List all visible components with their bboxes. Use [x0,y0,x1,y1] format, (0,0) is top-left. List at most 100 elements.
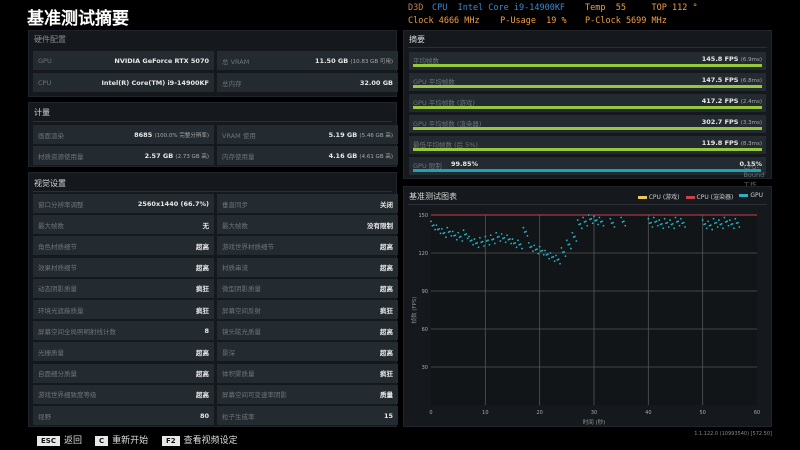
gpu-data-point [726,220,729,223]
gpu-data-point [481,240,484,243]
gpu-data-point [652,216,655,219]
gpu-data-point [489,234,492,237]
value-text: 疯狂 [196,285,209,294]
cpu-bound: 0.15% CPU-Bound 工作 [739,160,764,189]
gpu-data-point [733,227,735,230]
hardware-panel: 硬件配置 GPU NVIDIA GeForce RTX 5070 总 VRAM 11.… [28,30,398,97]
gpu-data-point [473,238,476,240]
value-text: 无 [202,221,210,230]
gpu-data-point [515,246,518,249]
gpu-data-point [487,239,489,242]
setting-value: 15 [384,412,393,420]
gpu-data-point [533,244,536,247]
gpu-data-point [565,239,568,242]
hardware-title: 硬件配置 [34,35,66,44]
summary-value: 302.7 FPS (3.3ms) [702,118,762,126]
gpu-data-point [477,246,480,249]
visual-row: 窗口分辨率调整 2560x1440 (66.7%) 垂直同步 关闭 [33,194,398,213]
visual-row: 最大帧数 无 最大帧数 没有限制 [33,215,398,235]
setting-label: 屏幕空间可变速率阴影 [222,391,287,400]
gpu-data-point [507,238,510,241]
gpu-data-point [540,250,542,252]
summary-bar [413,106,762,109]
summary-value: 145.8 FPS (6.9ms) [702,55,762,63]
setting-label: 自面细分质量 [38,370,77,379]
x-tick-label: 60 [754,410,760,416]
gpu-data-point [546,253,549,256]
gpu-data-point [613,226,616,228]
gpu-data-point [582,216,585,219]
gpu-data-point [518,243,521,246]
gpu-data-point [493,242,496,245]
gpu-data-point [464,233,466,236]
value-text: 2560x1440 (66.7%) [137,199,209,208]
summary-label: 最低平均帧数 (后 5%) [413,141,479,149]
gpu-data-point [495,231,498,234]
gpu-data-point [500,233,503,235]
setting-value: 8685 (100.0% 完整分辨率) [134,131,209,139]
summary-row: GPU 平均帧数 147.5 FPS (6.8ms) [409,73,766,91]
setting-value: 80 [200,412,209,420]
gpu-data-point [435,224,438,227]
gpu-data-point [731,222,734,225]
hint-label: 返回 [63,436,82,446]
setting-cell: 材质资源使用量 2.57 GB (2.73 GB 高) [33,146,214,165]
key-badge: ESC [37,436,60,446]
legend-label: CPU (游戏) [648,194,680,201]
gpu-data-point [560,247,563,249]
gpu-data-point [545,254,548,256]
gpu-data-point [681,222,684,225]
gpu-data-point [647,217,650,220]
gpu-data-point [445,236,447,239]
setting-value: 8 [204,327,209,335]
setting-value: 11.50 GB (10.83 GB 可用) [315,57,393,65]
gpu-data-point [591,222,594,225]
setting-value: 超高 [380,347,393,357]
setting-label: 光栅质量 [38,348,64,357]
visual-row: 游戏世界细致度等级 超高 屏幕空间可变速率阴影 质量 [33,384,398,404]
gpu-data-point [590,217,593,220]
setting-cell: 最大帧数 无 [33,215,214,235]
gpu-data-point [438,228,441,230]
setting-cell: 效果材质细节 超高 [33,257,214,277]
setting-label: 总 VRAM [222,57,250,66]
summary-row: GPU 平均帧数 (渲染器) 302.7 FPS (3.3ms) [409,115,766,133]
gpu-bound-label: GPU 限制 [413,162,442,170]
x-tick-label: 10 [482,410,488,416]
y-tick-label: 150 [418,213,428,219]
gpu-data-point [459,235,462,238]
hint-c[interactable]: C 重新开始 [95,433,148,446]
value-extra: (2.73 GB 高) [175,153,209,160]
hint-esc[interactable]: ESC 返回 [37,433,82,446]
value-text: 质量 [380,391,393,400]
gpu-data-point [587,214,590,216]
gpu-data-point [684,226,686,228]
value-text: 没有限制 [367,221,393,230]
gpu-data-point [521,247,523,250]
hint-f2[interactable]: F2 查看视频设定 [162,433,238,446]
gpu-data-point [724,221,727,223]
hint-label: 重新开始 [112,436,149,446]
gpu-data-point [595,219,598,221]
x-tick-label: 30 [591,410,597,416]
gpu-data-point [479,236,481,239]
setting-label: 窗口分辨率调整 [38,200,84,209]
key-badge: F2 [162,436,180,446]
setting-cell: 窗口分辨率调整 2560x1440 (66.7%) [33,194,214,213]
value-text: 超高 [196,391,209,400]
setting-cell: 画面渲染 8685 (100.0% 完整分辨率) [33,125,214,144]
gpu-data-point [680,217,682,220]
value-text: 疯狂 [380,370,393,379]
chart-legend: CPU (游戏) CPU (渲染器) GPU [637,192,763,201]
gpu-data-point [537,252,540,255]
gpu-data-point [502,237,504,240]
value-text: 15 [383,411,393,420]
gpu-data-point [648,222,651,225]
gpu-data-point [670,223,673,226]
value-text: NVIDIA GeForce RTX 5070 [114,56,209,65]
setting-label: 内存使用量 [222,152,255,161]
visual-row: 环境光遮蔽质量 疯狂 屏幕空间反射 疯狂 [33,300,398,319]
setting-label: 垂直同步 [222,200,248,209]
setting-value: 超高 [196,241,209,251]
gpu-data-point [651,226,654,228]
